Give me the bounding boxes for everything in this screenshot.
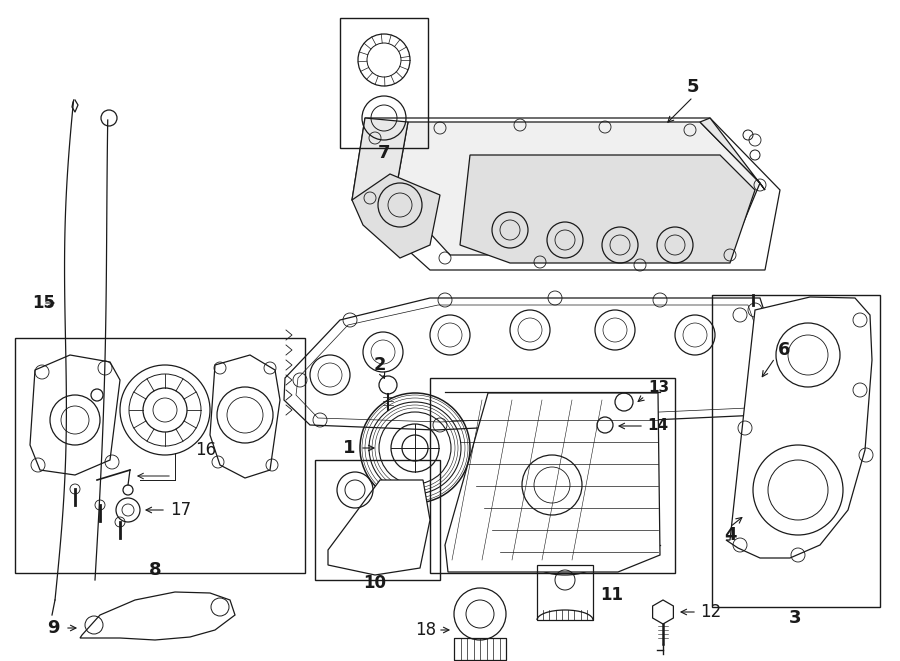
- Polygon shape: [652, 600, 673, 624]
- Text: 4: 4: [724, 526, 736, 544]
- Bar: [340, 18, 428, 148]
- Polygon shape: [30, 355, 120, 475]
- Polygon shape: [700, 118, 765, 190]
- Text: 9: 9: [48, 619, 60, 637]
- Text: 6: 6: [778, 341, 790, 359]
- Text: 15: 15: [32, 294, 55, 312]
- Bar: [430, 378, 675, 573]
- Bar: [454, 638, 506, 660]
- Bar: [537, 565, 593, 620]
- Polygon shape: [726, 297, 872, 558]
- Bar: [15, 338, 305, 573]
- Text: 11: 11: [600, 586, 623, 604]
- Bar: [712, 295, 880, 607]
- Polygon shape: [352, 118, 408, 200]
- Text: 14: 14: [647, 418, 668, 432]
- Bar: [315, 460, 440, 580]
- Text: 16: 16: [195, 441, 216, 459]
- Text: 17: 17: [170, 501, 191, 519]
- Text: 3: 3: [788, 609, 801, 627]
- Text: 8: 8: [148, 561, 161, 579]
- Text: 5: 5: [687, 78, 699, 96]
- Text: 18: 18: [415, 621, 436, 639]
- Text: 13: 13: [648, 381, 669, 395]
- Text: 1: 1: [343, 439, 355, 457]
- Polygon shape: [445, 393, 660, 572]
- Text: 10: 10: [364, 574, 386, 592]
- Polygon shape: [284, 298, 775, 430]
- Polygon shape: [460, 155, 755, 263]
- Polygon shape: [352, 174, 440, 258]
- Polygon shape: [352, 118, 780, 270]
- Text: 2: 2: [374, 356, 386, 374]
- Polygon shape: [210, 355, 280, 478]
- Text: 12: 12: [700, 603, 721, 621]
- Polygon shape: [80, 592, 235, 640]
- Text: 7: 7: [378, 144, 391, 162]
- Polygon shape: [328, 480, 430, 575]
- Polygon shape: [395, 122, 760, 255]
